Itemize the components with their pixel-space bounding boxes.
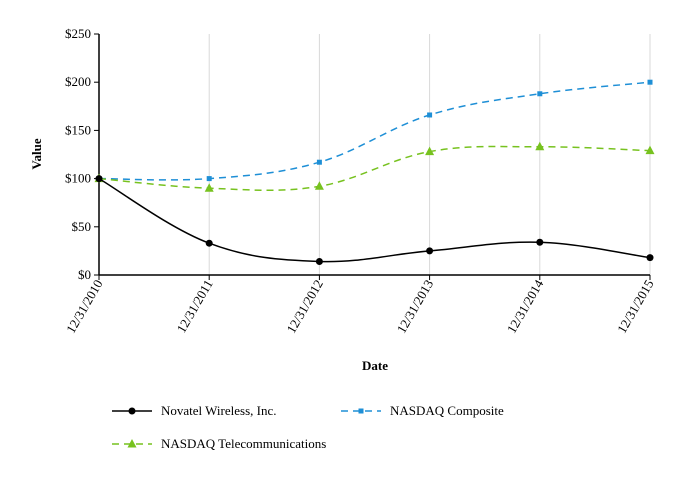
data-point bbox=[315, 258, 323, 266]
x-tick-label: 12/31/2014 bbox=[504, 277, 547, 336]
data-point bbox=[206, 176, 212, 182]
legend: Novatel Wireless, Inc. NASDAQ Composite NA… bbox=[112, 403, 504, 451]
legend-swatch-marker bbox=[128, 407, 136, 415]
data-point bbox=[426, 247, 434, 255]
data-point bbox=[425, 146, 435, 156]
data-point bbox=[645, 145, 655, 155]
y-axis-title: Value bbox=[29, 138, 44, 170]
x-tick-label: 12/31/2015 bbox=[614, 277, 657, 336]
data-point bbox=[647, 79, 653, 85]
series-line bbox=[98, 177, 651, 263]
data-point bbox=[314, 181, 324, 190]
data-point bbox=[204, 183, 214, 192]
series-layer bbox=[94, 79, 655, 266]
y-tick-label: $250 bbox=[65, 26, 91, 41]
x-axis-title: Date bbox=[362, 358, 388, 373]
series-0 bbox=[95, 175, 654, 266]
legend-swatch-marker bbox=[127, 439, 137, 448]
y-tick-label: $100 bbox=[65, 171, 91, 186]
data-point bbox=[205, 239, 213, 247]
series-1 bbox=[96, 79, 653, 182]
y-tick-label: $0 bbox=[78, 267, 91, 282]
legend-item: Novatel Wireless, Inc. bbox=[112, 403, 276, 418]
x-tick-label: 12/31/2012 bbox=[283, 277, 326, 336]
y-tick-label: $50 bbox=[72, 219, 92, 234]
legend-label: NASDAQ Telecommunications bbox=[161, 436, 326, 451]
x-tick-label: 12/31/2011 bbox=[173, 277, 215, 335]
data-point bbox=[536, 238, 544, 246]
legend-item: NASDAQ Composite bbox=[341, 403, 504, 418]
data-point bbox=[535, 141, 545, 151]
axis-layer bbox=[94, 33, 651, 280]
data-point bbox=[427, 112, 433, 118]
data-point bbox=[537, 91, 543, 97]
y-tick-label: $200 bbox=[65, 74, 91, 89]
legend-item: NASDAQ Telecommunications bbox=[112, 436, 326, 451]
y-tick-label: $150 bbox=[65, 122, 91, 137]
legend-swatch-marker bbox=[358, 408, 364, 414]
legend-label: NASDAQ Composite bbox=[390, 403, 504, 418]
x-tick-label: 12/31/2010 bbox=[63, 277, 106, 336]
series-line bbox=[98, 81, 651, 181]
data-point bbox=[95, 175, 103, 183]
x-tick-label: 12/31/2013 bbox=[394, 277, 437, 336]
data-point bbox=[316, 159, 322, 165]
series-2 bbox=[94, 141, 655, 192]
series-line bbox=[98, 145, 651, 192]
legend-label: Novatel Wireless, Inc. bbox=[161, 403, 276, 418]
label-layer: $0 $50 $100 $150 $200 $250 12/31/2010 12/31/201… bbox=[63, 26, 657, 336]
data-point bbox=[646, 254, 654, 262]
